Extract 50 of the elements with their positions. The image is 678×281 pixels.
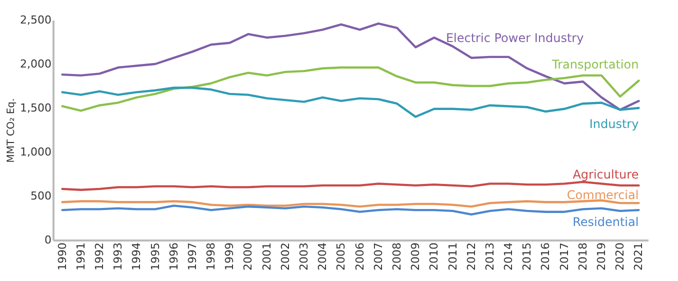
x-tick-label: 2002 bbox=[278, 242, 292, 270]
x-tick-label: 2013 bbox=[483, 242, 496, 270]
x-tick-label: 1998 bbox=[204, 242, 218, 270]
x-tick-label: 2009 bbox=[409, 242, 422, 270]
series-label: Industry bbox=[589, 117, 639, 131]
x-tick-label: 2001 bbox=[260, 242, 274, 270]
x-tick-label: 2020 bbox=[614, 242, 627, 270]
x-tick-label: 1997 bbox=[186, 242, 199, 270]
x-tick-label: 1991 bbox=[74, 242, 88, 270]
x-tick-label: 1995 bbox=[148, 242, 162, 270]
series-label: Electric Power Industry bbox=[446, 30, 584, 45]
x-tick-label: 2019 bbox=[595, 242, 608, 270]
line-series bbox=[61, 22, 640, 111]
x-tick-label: 1992 bbox=[92, 242, 106, 270]
x-tick-label: 1993 bbox=[112, 242, 125, 270]
y-tick-label: 1,500 bbox=[20, 102, 52, 114]
x-tick-label: 2000 bbox=[242, 242, 255, 270]
x-tick-label: 2017 bbox=[558, 242, 571, 270]
y-tick-label: 2,000 bbox=[20, 58, 52, 70]
series-label: Agriculture bbox=[572, 167, 639, 182]
x-tick-label: 2006 bbox=[353, 242, 366, 270]
x-tick-label: 2004 bbox=[316, 242, 330, 270]
series-label: Residential bbox=[572, 215, 639, 230]
y-tick-label: 500 bbox=[30, 190, 52, 202]
line-series bbox=[61, 199, 640, 208]
series-label: Transportation bbox=[551, 58, 639, 72]
x-tick-label: 1994 bbox=[130, 242, 144, 270]
x-tick-label: 2008 bbox=[390, 242, 404, 270]
x-tick-label: 2012 bbox=[464, 242, 478, 270]
x-tick-label: 2018 bbox=[576, 242, 590, 270]
x-tick-label: 2014 bbox=[502, 242, 516, 270]
y-axis-title: MMT CO₂ Eq. bbox=[6, 98, 18, 163]
y-tick-label: 1,000 bbox=[20, 146, 52, 158]
line-series bbox=[61, 204, 640, 216]
x-tick-label: 2003 bbox=[298, 242, 311, 270]
x-tick-label: 2015 bbox=[520, 242, 534, 270]
x-tick-label: 2005 bbox=[334, 242, 348, 270]
line-series bbox=[61, 86, 640, 118]
x-tick-label: 1996 bbox=[167, 242, 180, 270]
x-tick-label: 1990 bbox=[56, 242, 69, 270]
y-tick-label: 2,500 bbox=[20, 14, 52, 26]
x-tick-label: 2010 bbox=[428, 242, 441, 270]
x-tick-label: 1999 bbox=[223, 242, 236, 270]
x-tick-label: 2016 bbox=[539, 242, 552, 270]
x-tick-label: 2021 bbox=[632, 242, 646, 270]
series-label: Commercial bbox=[566, 188, 639, 202]
y-tick-label: 0 bbox=[44, 234, 52, 246]
x-tick-label: 2007 bbox=[372, 242, 385, 270]
line-series bbox=[61, 180, 640, 191]
x-tick-label: 2011 bbox=[446, 242, 460, 270]
